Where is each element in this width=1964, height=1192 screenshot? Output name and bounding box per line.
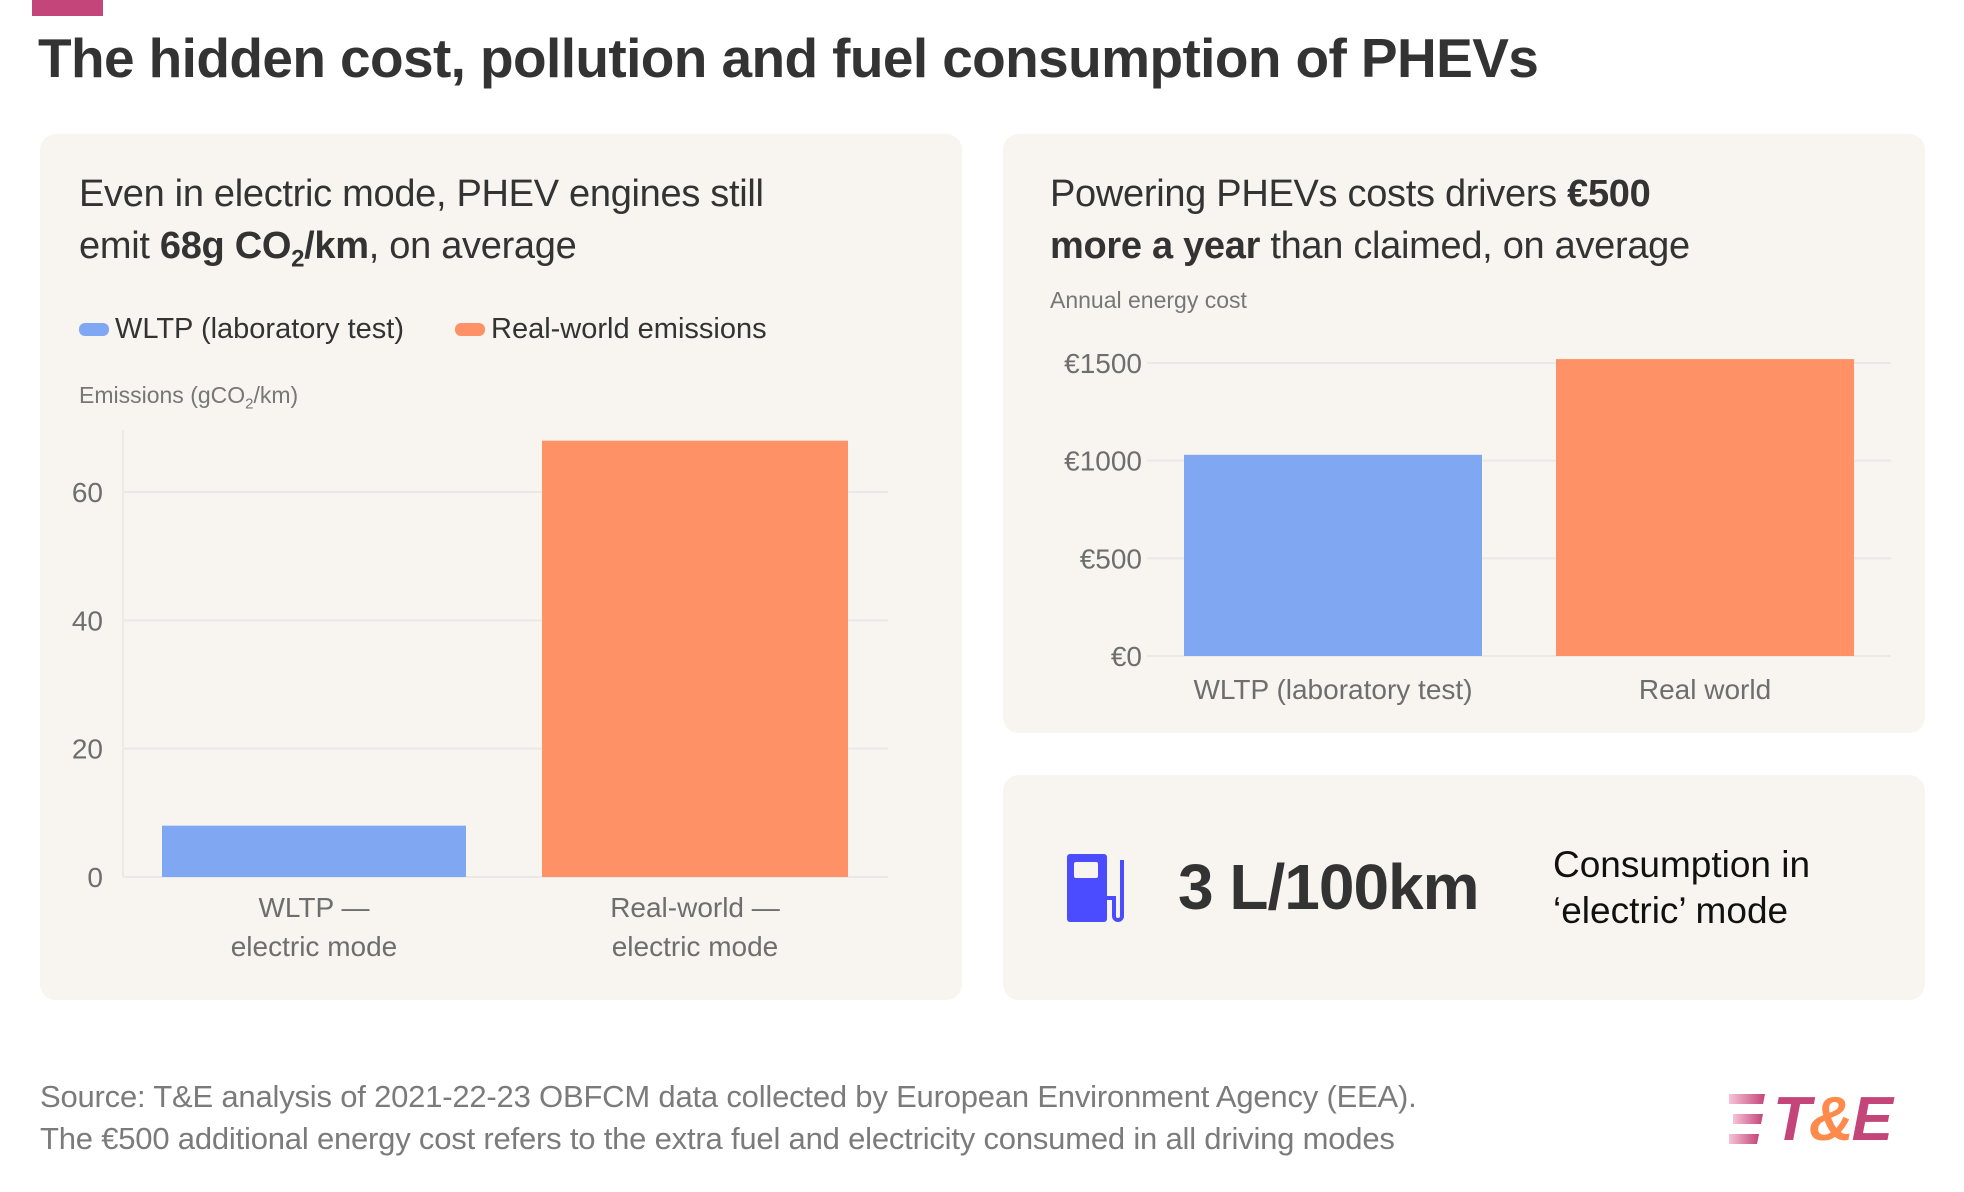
- subtitle-line-1: Even in electric mode, PHEV engines stil…: [79, 173, 764, 215]
- y-axis-title: Annual energy cost: [1050, 287, 1247, 313]
- fuel-pump-icon: [1067, 854, 1124, 922]
- y-tick-label: €500: [1080, 543, 1142, 574]
- bar-0: [1184, 454, 1482, 656]
- legend-wltp: WLTP (laboratory test): [79, 313, 404, 346]
- legend-real-world: Real-world emissions: [455, 313, 767, 346]
- emissions-subtitle: Even in electric mode, PHEV engines stil…: [79, 168, 764, 286]
- legend-label: WLTP (laboratory test): [115, 313, 405, 345]
- bar-1: [542, 440, 848, 877]
- x-tick-label: electric mode: [612, 931, 779, 962]
- y-tick-label: 40: [72, 605, 103, 636]
- subtitle-line-2: emit 68g CO2/km, on average: [79, 225, 577, 273]
- subtitle-line-1: Powering PHEVs costs drivers €500: [1050, 173, 1651, 215]
- x-tick-label: WLTP —: [259, 892, 370, 923]
- y-tick-label: €1000: [1064, 446, 1142, 477]
- bar-1: [1556, 359, 1854, 656]
- legend-label: Real-world emissions: [491, 313, 767, 345]
- x-tick-label: electric mode: [231, 931, 398, 962]
- y-tick-label: €1500: [1064, 348, 1142, 379]
- y-tick-label: 60: [72, 477, 103, 508]
- source-note: Source: T&E analysis of 2021-22-23 OBFCM…: [40, 1079, 1417, 1114]
- x-tick-label: Real-world —: [610, 892, 780, 923]
- cost-subtitle: Powering PHEVs costs drivers €500 more a…: [1050, 168, 1690, 272]
- consumption-value: 3 L/100km: [1178, 851, 1480, 923]
- source-note-2: The €500 additional energy cost refers t…: [40, 1121, 1395, 1156]
- consumption-label: Consumption in ‘electric’ mode: [1553, 842, 1810, 934]
- x-tick-label: Real world: [1639, 674, 1771, 705]
- x-tick-label: WLTP (laboratory test): [1193, 674, 1472, 705]
- logo-stripes-icon: [1729, 1094, 1765, 1144]
- legend-swatch-real: [455, 323, 485, 336]
- bar-0: [162, 825, 466, 877]
- label-line-2: ‘electric’ mode: [1553, 890, 1789, 931]
- y-axis-title: Emissions (gCO2/km): [79, 382, 299, 413]
- y-tick-label: 0: [87, 862, 103, 893]
- accent-bar: [32, 0, 103, 16]
- legend-swatch-wltp: [79, 323, 109, 336]
- y-tick-label: 20: [72, 734, 103, 765]
- page-title: The hidden cost, pollution and fuel cons…: [38, 27, 1539, 89]
- consumption-card: [1003, 775, 1925, 1000]
- subtitle-line-2: more a year than claimed, on average: [1050, 225, 1690, 267]
- y-tick-label: €0: [1111, 641, 1142, 672]
- logo-text: T&E: [1773, 1085, 1893, 1154]
- te-logo: T&E: [1729, 1085, 1929, 1154]
- label-line-1: Consumption in: [1553, 844, 1811, 885]
